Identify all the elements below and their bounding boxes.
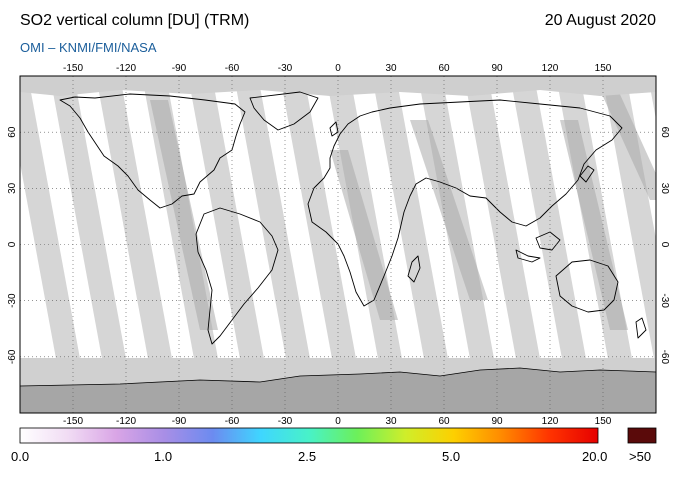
lat-tick-label-left: 30 (7, 182, 18, 194)
lon-tick-label-bottom: -90 (172, 416, 187, 427)
bottom-longitude-labels: -150 -120 -90 -60 -30 0 30 60 90 120 150 (63, 416, 612, 427)
orbit-swath (464, 76, 550, 413)
orbit-swath (96, 76, 182, 413)
coastline-greenland (249, 91, 319, 131)
orbit-swath-land (600, 90, 656, 200)
orbit-swath (372, 76, 458, 413)
orbit-swath (50, 76, 136, 413)
lat-tick-label-right: -60 (659, 350, 670, 365)
orbit-swath-land (410, 120, 488, 300)
orbit-swath-land (330, 150, 398, 320)
orbit-swath (234, 76, 320, 413)
coastline-eurasia-africa (307, 99, 623, 307)
coastline-madagascar (407, 255, 421, 283)
map-credit: OMI – KNMI/FMI/NASA (20, 40, 157, 55)
lon-tick-label-top: 60 (438, 63, 450, 74)
colorbar-overflow-label: >50 (629, 449, 652, 464)
lon-tick-label-top: 150 (595, 63, 612, 74)
coastline-new-zealand (635, 317, 647, 339)
lat-tick-label-left: -60 (7, 349, 18, 364)
lon-tick-label-top: -60 (225, 63, 240, 74)
lon-tick-label-top: -150 (63, 63, 83, 74)
lon-tick-label-top: 30 (385, 63, 397, 74)
coastline-borneo-indonesia (515, 231, 561, 263)
left-latitude-labels: 60 30 0 -30 -60 (7, 126, 18, 364)
coastlines (59, 91, 647, 345)
graticule (20, 76, 656, 413)
orbit-swath (188, 76, 274, 413)
lon-tick-label-bottom: 150 (595, 416, 612, 427)
lon-tick-label-bottom: -30 (278, 416, 293, 427)
lon-tick-label-bottom: -120 (116, 416, 136, 427)
orbit-swath (280, 76, 366, 413)
lat-tick-label-right: 0 (659, 242, 670, 248)
colorbar-label-2: 2.5 (298, 449, 317, 464)
lat-tick-label-left: -30 (7, 293, 18, 308)
lon-tick-label-bottom: -150 (63, 416, 83, 427)
orbit-swath-land (560, 120, 628, 330)
lon-tick-label-bottom: 30 (385, 416, 397, 427)
lon-tick-label-bottom: 90 (491, 416, 503, 427)
lon-tick-label-bottom: 60 (438, 416, 450, 427)
lon-tick-label-bottom: 0 (335, 416, 341, 427)
colorbar-overflow-box (627, 427, 657, 444)
orbit-swath (20, 76, 90, 413)
orbit-swath (602, 76, 656, 370)
orbit-swath (510, 76, 596, 413)
map-panel (20, 76, 656, 413)
lat-tick-label-right: -30 (659, 293, 670, 308)
colorbar-gradient (19, 427, 599, 444)
coastline-japan (579, 165, 595, 183)
lon-tick-label-top: -30 (278, 63, 293, 74)
lon-tick-label-bottom: 120 (542, 416, 559, 427)
lat-tick-label-left: 0 (7, 241, 18, 247)
colorbar-label-4: 20.0 (582, 449, 608, 464)
lon-tick-label-bottom: -60 (225, 416, 240, 427)
lon-tick-label-top: -120 (116, 63, 136, 74)
orbit-swaths (20, 76, 656, 413)
colorbar-label-0: 0.0 (11, 449, 30, 464)
colorbar-label-1: 1.0 (154, 449, 173, 464)
map-date: 20 August 2020 (544, 12, 656, 29)
top-longitude-labels: -150 -120 -90 -60 -30 0 30 60 90 120 150 (63, 63, 612, 74)
coastline-north-america (59, 93, 246, 209)
coastline-australia (555, 259, 619, 313)
antarctica-fill (20, 367, 656, 413)
lat-tick-label-right: 60 (659, 127, 670, 139)
map-frame (19, 75, 657, 414)
right-latitude-labels: 60 30 0 -30 -60 (659, 127, 670, 365)
colorbar-label-3: 5.0 (442, 449, 461, 464)
lon-tick-label-top: 0 (335, 63, 341, 74)
lat-tick-label-left: 60 (7, 126, 18, 138)
lon-tick-label-top: 120 (542, 63, 559, 74)
map-title: SO2 vertical column [DU] (TRM) (20, 12, 250, 29)
lon-tick-label-top: -90 (172, 63, 187, 74)
lon-tick-label-top: 90 (491, 63, 503, 74)
lat-tick-label-right: 30 (659, 183, 670, 195)
orbit-swath-land (150, 100, 218, 330)
